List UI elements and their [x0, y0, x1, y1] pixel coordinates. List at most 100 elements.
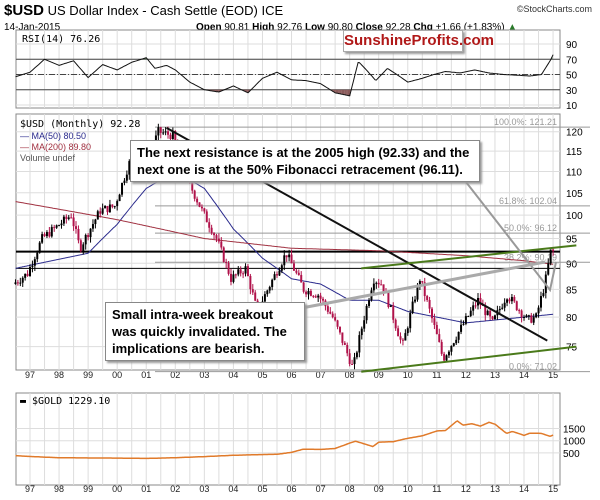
candle-body — [467, 316, 470, 318]
candle-body — [372, 283, 375, 291]
x-tick-label: 07 — [316, 484, 326, 494]
price-y-tick: 120 — [566, 128, 583, 139]
price-y-tick: 110 — [566, 167, 582, 178]
x-tick-label: 09 — [374, 484, 384, 494]
candle-body — [295, 270, 298, 273]
candle-body — [520, 310, 523, 318]
candle-body — [273, 274, 276, 280]
candle-body — [229, 273, 232, 282]
candle-body — [106, 206, 109, 213]
candle-body — [404, 333, 407, 341]
candle-body — [58, 225, 61, 227]
candle-body — [128, 161, 131, 175]
candle-body — [433, 318, 436, 325]
candle-body — [111, 204, 114, 207]
candle-body — [300, 274, 303, 283]
candle-body — [387, 291, 390, 307]
candle-body — [217, 238, 220, 242]
chart-title: $USD US Dollar Index - Cash Settle (EOD)… — [4, 2, 283, 19]
gold-line — [15, 420, 554, 460]
x-tick-label: 11 — [432, 484, 441, 494]
rsi-legend: RSI(14) 76.26 — [22, 34, 100, 45]
candle-body — [527, 315, 530, 317]
candle-body — [382, 284, 385, 292]
fibonacci-label: 61.8%: 102.04 — [499, 196, 557, 206]
candle-body — [552, 249, 555, 252]
candle-body — [159, 127, 162, 133]
candle-body — [338, 326, 341, 333]
candle-body — [101, 208, 104, 214]
x-tick-label: 13 — [490, 370, 500, 380]
candle-body — [292, 263, 295, 271]
candle-body — [249, 276, 252, 290]
x-tick-label: 02 — [170, 370, 180, 380]
candle-body — [234, 274, 237, 276]
candle-body — [205, 211, 208, 223]
source-credit: ©StockCharts.com — [516, 4, 592, 14]
x-tick-label: 05 — [257, 370, 267, 380]
candle-body — [469, 310, 472, 317]
candle-body — [309, 290, 312, 296]
candle-body — [353, 357, 356, 365]
candle-body — [77, 228, 80, 241]
x-tick-label: 99 — [83, 370, 93, 380]
candle-body — [225, 262, 228, 264]
candle-body — [113, 206, 116, 208]
x-tick-label: 98 — [54, 370, 64, 380]
candle-body — [65, 216, 68, 219]
candle-body — [237, 269, 240, 275]
candle-body — [91, 224, 94, 229]
candle-body — [329, 311, 332, 314]
candle-body — [510, 297, 513, 302]
candle-body — [60, 223, 63, 226]
x-tick-label: 14 — [519, 370, 529, 380]
candle-body — [452, 343, 455, 346]
candle-body — [319, 295, 322, 299]
candle-body — [43, 234, 46, 237]
candle-body — [501, 307, 504, 309]
candle-body — [472, 305, 475, 311]
candle-body — [174, 131, 177, 142]
candle-body — [549, 249, 552, 264]
x-tick-label: 00 — [112, 370, 122, 380]
candle-body — [358, 335, 361, 353]
candle-body — [263, 294, 266, 302]
candle-body — [450, 345, 453, 352]
candle-body — [513, 297, 516, 302]
candle-body — [426, 296, 429, 300]
candle-body — [416, 284, 419, 300]
candle-body — [21, 277, 24, 283]
rsi-y-tick: 90 — [566, 40, 578, 51]
candle-body — [447, 351, 450, 356]
candle-body — [414, 299, 417, 302]
x-tick-label: 15 — [548, 370, 558, 380]
candle-body — [489, 310, 492, 317]
candle-body — [220, 241, 223, 248]
candle-body — [251, 289, 254, 293]
volume-legend: Volume undef — [20, 153, 76, 163]
annotation-resistance: The next resistance is at the 2005 high … — [130, 140, 480, 182]
x-tick-label: 12 — [461, 484, 471, 494]
candle-body — [430, 308, 433, 319]
candle-body — [532, 317, 535, 323]
candle-body — [94, 219, 97, 225]
candle-body — [75, 226, 78, 229]
candle-body — [213, 233, 216, 236]
candle-body — [108, 204, 111, 213]
candle-body — [474, 305, 477, 307]
candle-body — [518, 310, 521, 312]
candle-body — [210, 227, 213, 234]
x-tick-label: 11 — [432, 370, 441, 380]
candle-body — [87, 234, 90, 238]
price-y-tick: 90 — [566, 259, 578, 270]
candle-body — [50, 227, 53, 237]
x-tick-label: 09 — [374, 370, 384, 380]
x-tick-label: 08 — [345, 484, 355, 494]
candle-body — [215, 235, 218, 239]
candle-body — [360, 328, 363, 336]
candle-body — [547, 263, 550, 275]
candle-body — [302, 282, 305, 292]
fibonacci-label: 100.0%: 121.21 — [494, 117, 557, 127]
candle-body — [462, 323, 465, 325]
candle-body — [503, 302, 506, 308]
